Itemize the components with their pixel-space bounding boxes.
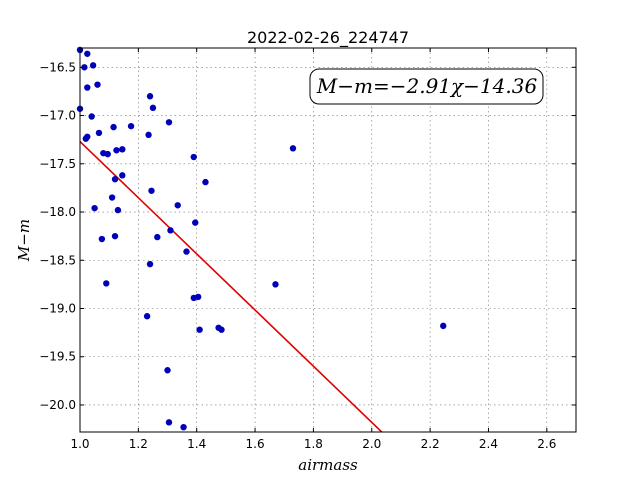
data-point (146, 93, 154, 100)
y-tick-label: −17.5 (39, 157, 76, 171)
data-point (111, 176, 119, 183)
data-point (98, 235, 106, 243)
y-tick-label: −16.5 (39, 60, 76, 74)
data-point (103, 280, 110, 287)
data-point (149, 104, 157, 112)
x-tick-label: 2.4 (479, 437, 498, 451)
data-point (88, 113, 95, 120)
plot-area (76, 46, 577, 433)
data-point (174, 202, 181, 209)
x-tick-label: 2.0 (362, 437, 381, 451)
data-point (272, 281, 279, 288)
data-point (164, 367, 171, 374)
x-tick-label: 1.0 (70, 437, 89, 451)
data-point (202, 178, 209, 186)
data-point (94, 81, 101, 88)
data-point (146, 260, 154, 268)
data-point (143, 313, 151, 320)
y-tick-label: −19.5 (39, 350, 76, 364)
grid (79, 48, 576, 432)
plot-background (80, 48, 576, 432)
x-tick-label: 1.4 (187, 437, 206, 451)
data-point (180, 423, 187, 431)
fit-equation-frame (309, 68, 544, 105)
data-point (84, 133, 91, 140)
data-point (119, 146, 126, 153)
data-point (81, 64, 88, 71)
data-point (119, 172, 126, 179)
x-tick-label: 1.8 (304, 437, 323, 451)
data-points (76, 46, 447, 431)
data-point (289, 145, 297, 152)
data-point (108, 194, 116, 201)
plot-frame (79, 47, 577, 433)
data-point (110, 123, 117, 131)
data-point (167, 227, 174, 234)
fit-line (79, 141, 383, 433)
fit-equation-box: M−m=−2.91χ−14.36 (309, 68, 544, 105)
x-tick-label: 1.6 (246, 437, 265, 451)
data-point (165, 119, 173, 126)
chart-title: 2022-02-26_224747 (247, 28, 409, 48)
data-point (145, 131, 152, 139)
data-point (218, 326, 225, 333)
data-point (192, 219, 199, 226)
data-point (154, 233, 161, 241)
data-point (127, 122, 135, 130)
data-point (190, 153, 197, 161)
data-point (114, 206, 122, 214)
data-point (113, 147, 120, 154)
data-point (148, 187, 155, 194)
x-axis-label: airmass (298, 456, 358, 474)
y-axis-label: M−m (15, 219, 33, 262)
data-point (196, 326, 203, 333)
y-tick-label: −20.0 (39, 398, 76, 412)
x-tick-label: 2.2 (421, 437, 440, 451)
fit-line-layer (79, 141, 383, 433)
data-point (165, 419, 173, 426)
data-point (89, 62, 97, 69)
x-tick-label: 2.6 (537, 437, 556, 451)
x-tick-labels: 1.0 1.2 1.4 1.6 1.8 2.0 2.2 2.4 2.6 (70, 437, 556, 451)
fit-equation-text: M−m=−2.91χ−14.36 (316, 74, 538, 98)
data-point (440, 322, 447, 330)
data-point (91, 204, 98, 212)
data-point (194, 293, 202, 301)
data-point (95, 129, 103, 137)
data-point (84, 84, 91, 91)
data-point (111, 232, 119, 240)
data-point (104, 150, 111, 158)
data-point (183, 248, 190, 255)
y-tick-label: −18.5 (39, 253, 76, 267)
y-tick-label: −18.0 (39, 205, 76, 219)
y-tick-label: −17.0 (39, 109, 76, 123)
y-tick-labels: −16.5 −17.0 −17.5 −18.0 −18.5 −19.0 −19.5 −20.0 (39, 60, 76, 412)
x-tick-label: 1.2 (129, 437, 148, 451)
tick-marks (79, 48, 576, 432)
y-tick-label: −19.0 (39, 302, 76, 316)
data-point (84, 50, 91, 57)
